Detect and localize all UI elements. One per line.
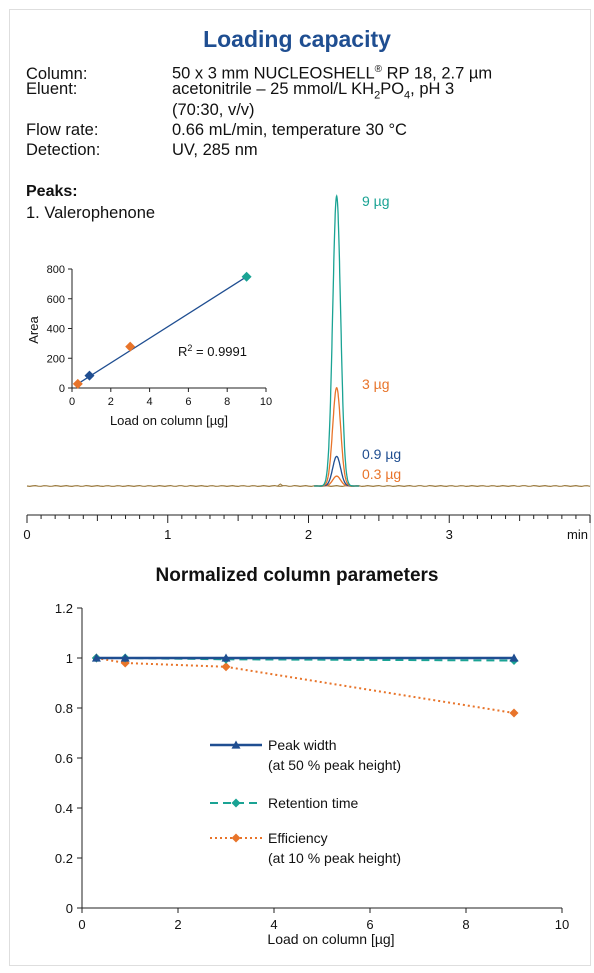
params-y-tick-label: 0.6: [55, 751, 73, 766]
params-y-tick-label: 0.4: [55, 801, 73, 816]
chromatogram-peak-trace: [314, 194, 360, 487]
condition-value: 50 x 3 mm NUCLEOSHELL® RP 18, 2.7 µm: [172, 60, 492, 84]
chromatogram-peak-label: 3 µg: [362, 376, 390, 392]
inset-data-point: [84, 370, 95, 381]
inset-y-tick-label: 0: [59, 383, 65, 395]
column-name: 50 x 3 mm NUCLEOSHELL: [172, 64, 375, 83]
inset-x-tick-label: 0: [69, 396, 75, 408]
inset-r2-annotation: R2 = 0.9991: [178, 343, 247, 359]
params-series-marker: [221, 662, 231, 672]
inset-x-tick-label: 8: [224, 396, 230, 408]
inset-y-tick-label: 800: [47, 264, 65, 276]
condition-eluent-ratio: (70:30, v/v): [172, 101, 255, 119]
eluent-text: PO: [380, 80, 405, 98]
chromatogram-baseline: [26, 484, 591, 488]
condition-column: Column: 50 x 3 mm NUCLEOSHELL® RP 18, 2.7…: [26, 60, 492, 84]
params-legend-marker: [231, 833, 241, 843]
params-x-tick-label: 0: [78, 917, 85, 932]
condition-value: UV, 285 nm: [172, 141, 258, 159]
inset-x-axis-label: Load on column [µg]: [110, 413, 228, 428]
condition-flow-rate: Flow rate: 0.66 mL/min, temperature 30 °C: [26, 121, 407, 140]
chromatogram-peak-trace: [314, 475, 360, 487]
condition-label: Detection:: [26, 141, 101, 159]
params-x-tick-label: 2: [174, 917, 181, 932]
params-legend-label-line2: (at 50 % peak height): [268, 757, 401, 773]
eluent-ph: , pH 3: [410, 80, 455, 98]
params-series-marker: [509, 708, 519, 718]
condition-label: Column:: [26, 64, 88, 83]
inset-x-tick-label: 4: [147, 396, 153, 408]
chromatogram-x-tick-label: 0: [23, 527, 30, 542]
inset-y-tick-label: 200: [47, 353, 65, 365]
condition-label: Eluent:: [26, 80, 78, 98]
params-x-tick-label: 4: [270, 917, 277, 932]
inset-x-tick-label: 10: [260, 396, 272, 408]
params-y-tick-label: 1.2: [55, 601, 73, 616]
params-x-axis-label: Load on column [µg]: [267, 931, 394, 947]
condition-value: 0.66 mL/min, temperature 30 °C: [172, 121, 407, 139]
column-phase: RP 18, 2.7 µm: [382, 64, 493, 83]
chromatogram-x-tick-label: 1: [164, 527, 171, 542]
condition-value: acetonitrile – 25 mmol/L KH2PO4, pH 3: [172, 80, 454, 105]
chromatogram-peak-label: 0.3 µg: [362, 466, 401, 482]
eluent-text: acetonitrile – 25 mmol/L KH: [172, 80, 375, 98]
params-series-marker: [221, 653, 231, 662]
params-y-tick-label: 0: [66, 901, 73, 916]
registered-mark: ®: [374, 64, 383, 75]
figure-frame: [9, 9, 591, 966]
inset-data-point: [72, 378, 83, 389]
chart-title: Normalized column parameters: [155, 565, 439, 586]
subscript: 4: [404, 89, 411, 102]
chromatogram-minor-peak: [277, 483, 284, 487]
params-series-marker: [91, 653, 101, 662]
params-y-tick-label: 0.8: [55, 701, 73, 716]
params-legend-label: Retention time: [268, 795, 358, 811]
condition-label: Flow rate:: [26, 121, 99, 139]
params-legend-label-line2: (at 10 % peak height): [268, 850, 401, 866]
params-x-tick-label: 6: [366, 917, 373, 932]
chromatogram-peak-label: 9 µg: [362, 193, 390, 209]
page-title: Loading capacity: [203, 26, 391, 52]
inset-data-point: [241, 271, 252, 282]
params-x-tick-label: 8: [462, 917, 469, 932]
chromatogram-x-tick-label: 3: [446, 527, 453, 542]
inset-data-point: [125, 341, 136, 352]
params-x-tick-label: 10: [555, 917, 569, 932]
params-y-tick-label: 0.2: [55, 851, 73, 866]
subscript: 2: [374, 89, 381, 102]
params-legend-label: Efficiency: [268, 830, 328, 846]
inset-fit-line: [77, 276, 247, 385]
params-legend-label: Peak width: [268, 737, 336, 753]
chromatogram-x-tick-label: 2: [305, 527, 312, 542]
chromatogram-peak-trace: [314, 386, 360, 487]
inset-x-tick-label: 6: [185, 396, 191, 408]
chromatogram-peak-label: 0.9 µg: [362, 446, 401, 462]
chromatogram-x-unit-label: min: [567, 527, 588, 542]
params-y-tick-label: 1: [66, 651, 73, 666]
params-series-marker: [120, 653, 130, 662]
params-legend-marker: [231, 798, 241, 808]
peak-list-item: 1. Valerophenone: [26, 204, 156, 222]
params-series-line: [96, 657, 515, 714]
inset-y-tick-label: 600: [47, 294, 65, 306]
inset-y-tick-label: 400: [47, 324, 65, 336]
condition-detection: Detection: UV, 285 nm: [26, 141, 258, 160]
inset-y-axis-label: Area: [26, 316, 41, 344]
condition-eluent: Eluent: acetonitrile – 25 mmol/L KH2PO4, …: [26, 80, 454, 105]
chromatogram-peak-trace: [314, 455, 360, 487]
params-series-marker: [509, 653, 519, 662]
params-legend-marker: [231, 740, 241, 749]
peaks-heading: Peaks:: [26, 183, 78, 200]
inset-x-tick-label: 2: [108, 396, 114, 408]
